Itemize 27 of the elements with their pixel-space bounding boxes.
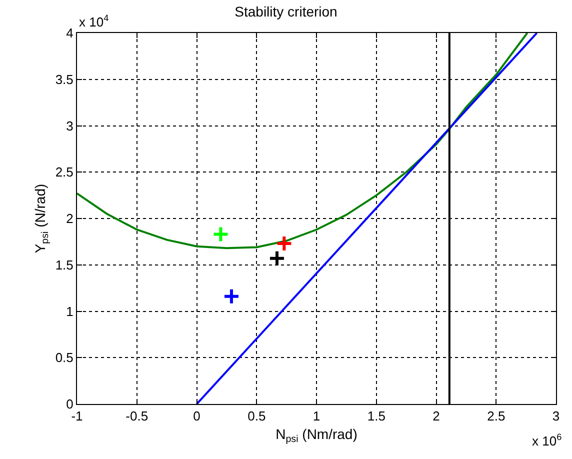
y-tick-label: 3	[66, 118, 74, 134]
point	[276, 235, 293, 252]
line-series	[77, 33, 528, 250]
point	[212, 226, 230, 243]
x-tick-label: -1	[71, 408, 83, 424]
y-tick-label: 4	[66, 26, 74, 41]
y-tick-label: 1	[66, 304, 74, 319]
point	[222, 288, 240, 305]
x-axis-title: N$_{psi}$ (Nm/rad)	[276, 426, 358, 445]
y-tick-label: 2	[66, 211, 74, 226]
y-tick-label: 0	[66, 396, 74, 412]
x-tick-label: 2.5	[487, 408, 506, 424]
text: x 10$^{4}$	[79, 13, 109, 30]
x-tick-label: 1.5	[367, 408, 386, 424]
y-tick-label: 1.5	[55, 257, 74, 272]
text: x 10$^{6}$	[532, 432, 562, 448]
x-tick-label: 2	[432, 408, 440, 424]
point	[268, 250, 286, 267]
x-tick-label: 0.5	[248, 408, 266, 424]
x-tick-label: -0.5	[126, 408, 148, 424]
y-tick-label: 2.5	[55, 164, 74, 180]
x-tick-label: 1	[312, 408, 320, 424]
y-tick-label: 3.5	[55, 72, 74, 87]
x-tick-label: 0	[193, 408, 200, 424]
y-tick-label: 0.5	[55, 350, 74, 366]
x-tick-label: 3	[552, 408, 560, 424]
chart-title: Stability criterion	[234, 4, 338, 20]
